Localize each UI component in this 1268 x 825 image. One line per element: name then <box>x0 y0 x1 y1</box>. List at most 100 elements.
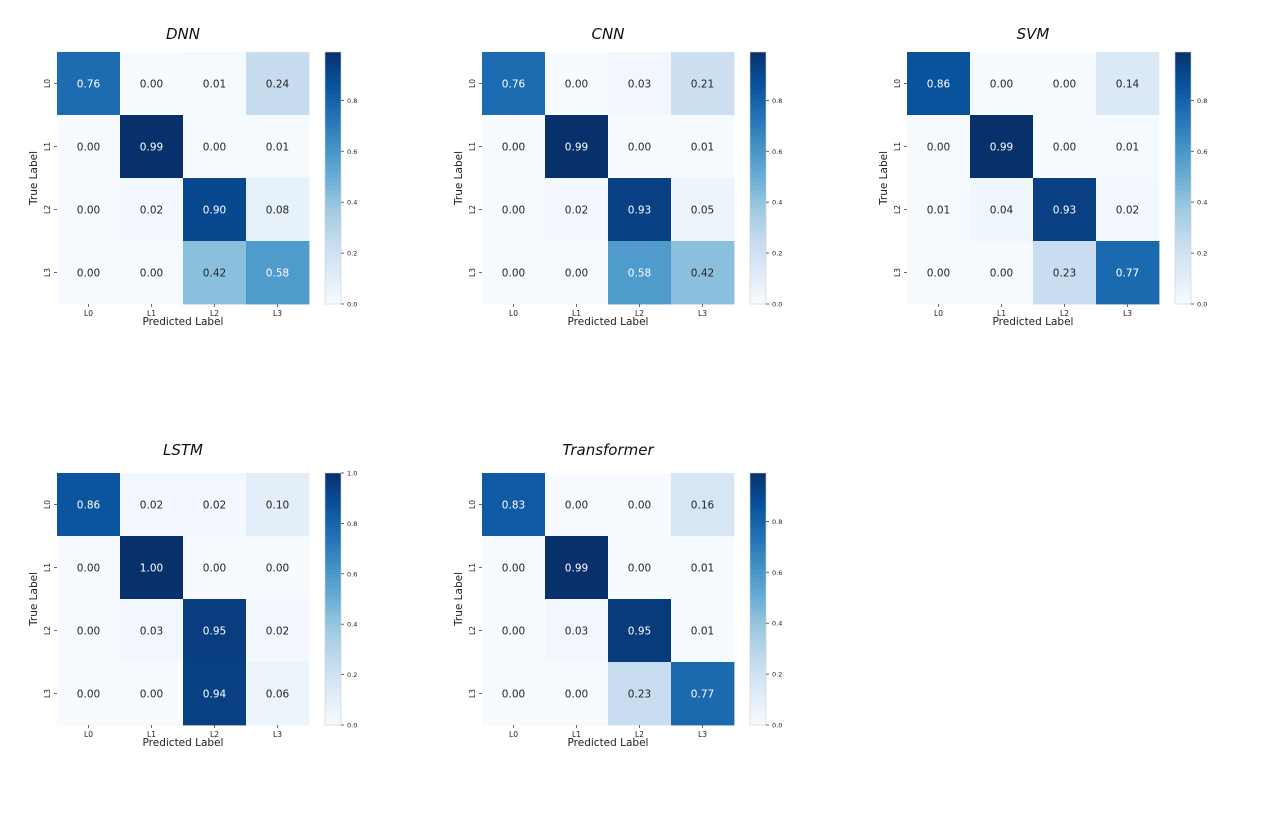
colorbar-segment <box>750 506 766 512</box>
colorbar-segment <box>325 615 341 621</box>
colorbar-segment <box>750 510 766 516</box>
x-tick-label: L1 <box>147 309 156 318</box>
colorbar-segment <box>325 161 341 166</box>
cell-value-label: 0.02 <box>1116 205 1139 217</box>
cell-value-label: 0.76 <box>502 79 526 91</box>
colorbar-segment <box>325 641 341 646</box>
y-tick-label: L1 <box>43 142 52 151</box>
cell-value-label: 0.77 <box>691 689 714 701</box>
x-tick-label: L3 <box>1123 309 1132 318</box>
cell-value-label: 0.01 <box>1116 142 1139 154</box>
colorbar-segment <box>750 720 766 726</box>
colorbar-segment <box>325 152 341 158</box>
colorbar-segment <box>750 123 766 129</box>
colorbar-segment <box>750 649 766 655</box>
heatmap-cell <box>246 599 310 663</box>
heatmap-cell <box>608 536 672 600</box>
colorbar-tick-label: 0.6 <box>1197 148 1207 156</box>
chart-panel-cnn: CNN 0.76 0.00 0.03 0.21 0.00 0.99 0.00 0.01 0.00 0… <box>453 25 782 328</box>
colorbar-segment <box>750 611 766 617</box>
colorbar-segment <box>325 712 341 718</box>
colorbar-segment <box>325 266 341 271</box>
colorbar-segment <box>750 552 766 558</box>
colorbar-segment <box>750 211 766 217</box>
heatmap-cell <box>1033 52 1097 116</box>
x-tick-label: L2 <box>210 730 219 739</box>
y-tick-label: L1 <box>468 142 477 151</box>
colorbar-segment <box>750 148 766 154</box>
colorbar-segment <box>750 670 766 676</box>
colorbar-segment <box>750 131 766 137</box>
heatmap-cell <box>183 473 247 537</box>
cell-value-label: 0.00 <box>140 268 163 280</box>
colorbar-segment <box>750 683 766 688</box>
colorbar-segment <box>1175 148 1191 154</box>
y-tick-label: L2 <box>43 205 52 214</box>
heatmap-cell <box>671 241 735 305</box>
colorbar-segment <box>325 594 341 600</box>
colorbar-segment <box>325 110 341 116</box>
colorbar-segment <box>750 523 766 529</box>
x-tick-label: L2 <box>210 309 219 318</box>
cell-value-label: 0.58 <box>628 268 651 280</box>
colorbar-segment <box>750 157 766 162</box>
colorbar-segment <box>325 515 341 520</box>
colorbar-segment <box>750 636 766 642</box>
colorbar-segment <box>325 224 341 229</box>
colorbar-segment <box>750 52 766 57</box>
heatmap-cell <box>120 178 184 242</box>
heatmap-cell <box>1033 178 1097 242</box>
colorbar-segment <box>750 615 766 621</box>
y-tick-label: L0 <box>468 500 477 509</box>
cell-value-label: 0.04 <box>990 205 1014 217</box>
colorbar-segment <box>1175 291 1191 297</box>
colorbar-segment <box>1175 165 1191 171</box>
cell-value-label: 0.00 <box>628 142 651 154</box>
colorbar-segment <box>325 578 341 583</box>
y-tick-label: L1 <box>893 142 902 151</box>
colorbar-segment <box>1175 140 1191 145</box>
cell-value-label: 0.03 <box>140 626 163 638</box>
colorbar-tick-label: 0.2 <box>347 250 357 258</box>
heatmap-cell <box>671 115 735 179</box>
heatmap-cell <box>545 241 609 305</box>
colorbar-tick-label: 0.2 <box>772 250 782 258</box>
heatmap-cell <box>608 599 672 663</box>
heatmap-cell <box>970 241 1034 305</box>
cell-value-label: 0.94 <box>203 689 227 701</box>
colorbar-segment <box>750 657 766 663</box>
colorbar-segment <box>325 89 341 95</box>
colorbar-segment <box>750 641 766 646</box>
cell-value-label: 0.23 <box>628 689 651 701</box>
colorbar-segment <box>325 131 341 137</box>
colorbar-segment <box>325 173 341 179</box>
colorbar-segment <box>1175 228 1191 234</box>
colorbar-segment <box>325 199 341 204</box>
cell-value-label: 0.21 <box>691 79 714 91</box>
cell-value-label: 0.02 <box>140 500 163 512</box>
x-tick-label: L0 <box>509 730 518 739</box>
colorbar-segment <box>325 590 341 596</box>
x-tick-label: L0 <box>509 309 518 318</box>
colorbar-segment <box>1175 60 1191 66</box>
colorbar-segment <box>750 287 766 292</box>
cell-value-label: 0.42 <box>203 268 226 280</box>
heatmap-cell <box>246 473 310 537</box>
colorbar-segment <box>1175 52 1191 57</box>
colorbar-segment <box>750 127 766 133</box>
colorbar-segment <box>325 548 341 554</box>
colorbar-segment <box>1175 194 1191 200</box>
colorbar-segment <box>1175 81 1191 87</box>
colorbar-segment <box>325 586 341 592</box>
heatmap-cell <box>482 115 546 179</box>
heatmap-cell <box>482 241 546 305</box>
heatmap-cell <box>671 662 735 726</box>
colorbar-segment <box>1175 274 1191 280</box>
cell-value-label: 0.01 <box>927 205 950 217</box>
colorbar-segment <box>750 169 766 175</box>
colorbar-segment <box>1175 157 1191 162</box>
colorbar-segment <box>1175 215 1191 221</box>
cell-value-label: 0.00 <box>990 79 1013 91</box>
colorbar-segment <box>325 683 341 688</box>
x-tick-label: L2 <box>1060 309 1069 318</box>
